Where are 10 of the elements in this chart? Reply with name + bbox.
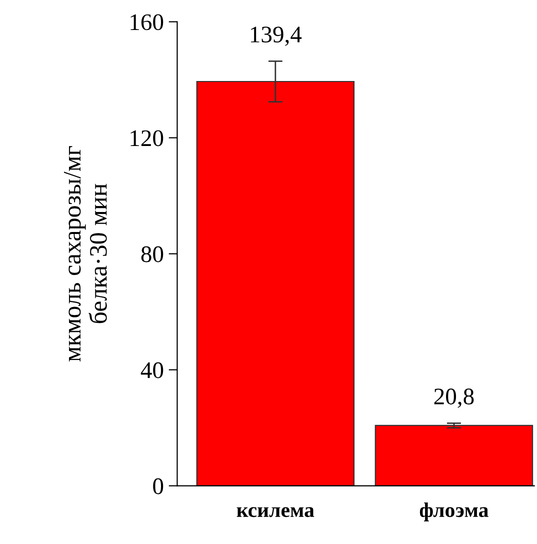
data-label: 139,4 <box>250 26 302 46</box>
x-tick-label: ксилема <box>236 507 314 518</box>
y-tick-label: 80 <box>141 246 164 262</box>
data-label: 20,8 <box>434 388 474 408</box>
y-tick-label: 120 <box>130 130 164 146</box>
y-tick-label: 0 <box>153 478 164 494</box>
y-tick-label: 40 <box>140 362 164 378</box>
y-axis-title: мкмоль сахарозы/мг белка·30 мин <box>64 146 107 362</box>
y-tick-label: 160 <box>130 14 164 30</box>
x-tick-label: флоэма <box>420 502 488 522</box>
